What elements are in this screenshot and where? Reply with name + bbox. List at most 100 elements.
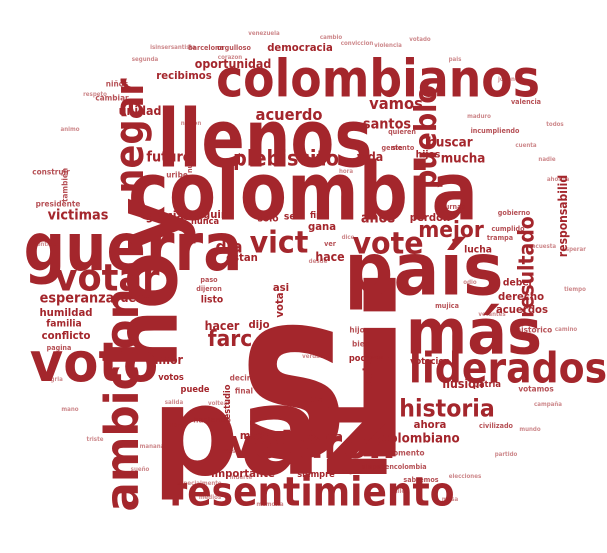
word-cuenta: cuenta [515, 143, 536, 149]
word-jovenes: jovenes [497, 77, 522, 83]
word-vict: vict [250, 225, 309, 260]
word-años: años [361, 211, 395, 227]
word-triste: triste [87, 437, 104, 443]
word-votos: votos [158, 373, 184, 383]
word-sentido: sentido [33, 242, 56, 248]
word-hora: hora [339, 169, 353, 175]
word-construir: construir [32, 167, 70, 176]
word-respeto: respeto [83, 92, 107, 98]
word-gobierno: gobierno [498, 209, 531, 217]
word-sabremos: sabremos [403, 476, 438, 484]
word-votaron: votaron [229, 422, 396, 468]
word-calle: calle [391, 489, 406, 495]
word-colombia: colombia [128, 145, 478, 238]
word-cambiar: cambiar [95, 93, 129, 102]
word-pagina: pagina [47, 344, 72, 352]
word-resentimiento: resentimiento [169, 469, 454, 515]
word-esperar: esperar [562, 247, 586, 253]
word-justicia: justicia [300, 431, 342, 443]
word-mejor: mejor [418, 216, 484, 242]
word-alegria: alegria [41, 377, 63, 383]
word-vota: vota [274, 292, 286, 317]
word-ahora: ahora [414, 419, 447, 431]
word-listo: listo [201, 294, 224, 305]
word-manana: manana [140, 444, 165, 450]
word-historico: historico [516, 325, 552, 334]
word-vida: vida [357, 150, 383, 165]
word-votar: votar [55, 256, 160, 299]
word-gente: gente [382, 144, 403, 152]
word-dijeron: dijeron [196, 285, 222, 293]
word-país: país [344, 228, 503, 312]
word-pueblo: pueblo [409, 85, 444, 189]
word-resultado: resultado [513, 216, 538, 318]
word-historia: historia [399, 395, 494, 422]
word-unidad: unidad [119, 104, 162, 119]
word-colombianos: colombianos [216, 49, 540, 110]
word-conviccion: conviccion [341, 41, 374, 47]
word-negar: negar [106, 78, 153, 194]
word-maduro: maduro [467, 114, 491, 120]
word-ahorita: ahorita [547, 177, 569, 183]
word-asi: asi [273, 282, 289, 294]
word-corazon: corazon [218, 55, 242, 61]
word-fiesta: fiesta [224, 449, 242, 455]
word-valencia: valencia [511, 98, 541, 106]
word-amor: amor [151, 353, 183, 368]
word-encuesta: encuesta [528, 244, 556, 250]
word-siempre: siempre [297, 470, 335, 480]
word-salida: salida [165, 400, 184, 406]
word-quieren: quieren [388, 128, 416, 136]
word-llenos: llenos [158, 94, 373, 187]
word-presidente: presidente [36, 199, 81, 208]
word-voto: voto [30, 332, 158, 395]
word-estudio: estudio [223, 385, 233, 420]
word-liderados: liderados [409, 345, 607, 393]
word-barcelona: barcelona [188, 44, 224, 52]
word-campaña: campaña [534, 402, 562, 408]
word-ser: ser [284, 211, 300, 222]
word-hace: hace [315, 250, 344, 265]
word-futuro: futuro [146, 150, 191, 166]
word-gracias: gracias [145, 209, 190, 224]
word-ambicion: ambicion [95, 288, 149, 511]
word-todos: todos [546, 122, 564, 128]
word-oportunidad: oportunidad [195, 57, 271, 72]
word-bogota: bogota [341, 469, 363, 475]
word-hacer: hacer [205, 319, 240, 334]
word-mundo: mundo [519, 427, 540, 433]
word-esperanza: esperanza [40, 291, 115, 307]
word-hijos: hijos [416, 149, 441, 160]
word-más: más [406, 297, 542, 369]
word-gana: gana [308, 221, 336, 233]
word-animo: animo [60, 127, 79, 133]
word-madrid: madrid [240, 430, 280, 442]
word-lluvia: lluvia [298, 395, 323, 405]
word-isinsersantista: isinsersantista [150, 45, 196, 51]
word-medios: medios [199, 495, 222, 501]
word-paz: paz [152, 361, 393, 503]
word-haciendo: haciendo [193, 415, 231, 424]
word-derecho: derecho [498, 291, 544, 303]
word-importante: importante [211, 468, 275, 480]
word-nueva: nueva [186, 151, 194, 173]
word-decir: decir [230, 373, 251, 382]
word-paso: paso [200, 276, 218, 284]
word-farc: farc [208, 325, 252, 351]
word-conflicto: conflicto [42, 330, 91, 342]
word-guerra: guerra [24, 208, 243, 286]
word-trampa: trampa [487, 234, 513, 242]
word-desde: desde [309, 259, 328, 265]
word-nacion: nacion [181, 121, 201, 127]
word-recibimos: recibimos [156, 70, 211, 82]
word-verdad: verdad [302, 354, 324, 360]
word-bien: bien [352, 339, 370, 348]
word-cumplido: cumplido [491, 225, 525, 233]
word-también: también [60, 168, 69, 202]
word-mujica: mujica [435, 302, 459, 310]
word-seguir: seguir [190, 209, 226, 221]
word-ilusion: ilusion [442, 377, 483, 392]
word-sueño: sueño [131, 467, 150, 473]
